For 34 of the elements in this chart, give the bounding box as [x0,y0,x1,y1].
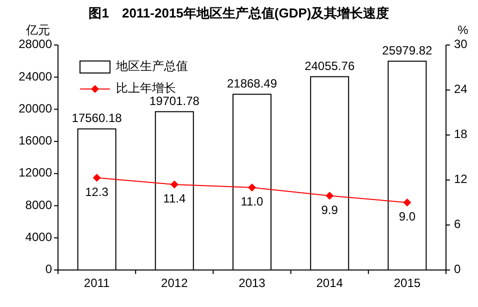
data-label: 21868.49 [226,76,278,90]
ytick: 4000 [25,230,52,244]
ylabel: 亿元 [26,23,50,38]
data-label: 25979.82 [382,43,432,58]
ytick: 8000 [25,198,52,212]
xtick: 2012 [161,276,188,290]
data-label: 9.0 [398,210,416,224]
title: 图1 2011-2015年地区生产总值(GDP)及其增长速度 [88,5,390,20]
y2tick: 30 [454,37,468,52]
legend-label: 比上年增长 [116,81,176,96]
xtick: 2013 [238,276,266,290]
ytick: 16000 [18,134,52,148]
data-label: 11.0 [240,194,264,209]
data-label: 12.3 [85,184,108,199]
ytick: 24000 [18,69,52,84]
data-label: 9.9 [321,202,338,217]
legend-label: 地区生产总值 [116,59,188,74]
ytick: 12000 [18,166,52,180]
xtick: 2015 [394,276,421,290]
ytick: 20000 [18,101,52,116]
ytick: 0 [45,262,52,276]
y2tick: 6 [454,217,461,232]
xtick: 2014 [316,276,343,290]
data-label: 24055.76 [304,58,355,73]
y2tick: 12 [454,172,468,186]
y2tick: 0 [454,262,461,276]
ytick: 28000 [18,37,52,52]
data-label: 17560.18 [72,111,122,126]
y2tick: 18 [454,127,468,142]
y2tick: 24 [454,82,468,96]
y2label: % [458,23,468,38]
data-label: 19701.78 [149,94,200,108]
xtick: 2011 [84,276,110,290]
data-label: 11.4 [163,192,186,206]
